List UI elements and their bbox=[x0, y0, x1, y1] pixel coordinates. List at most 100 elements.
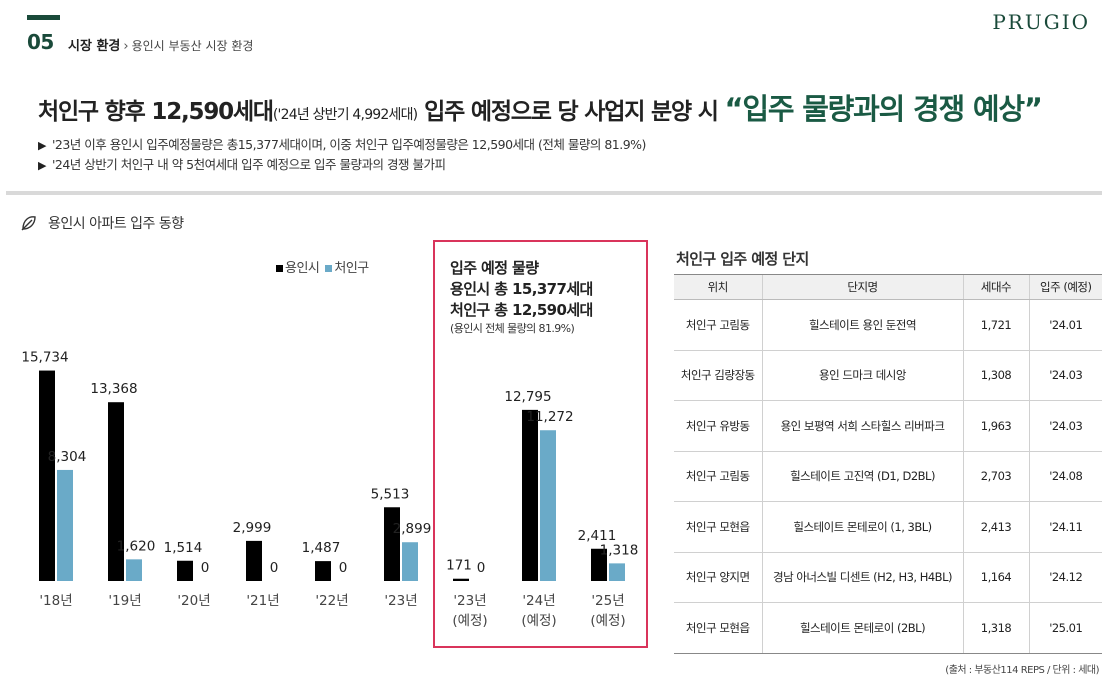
table-row: 처인구 김량장동 용인 드마크 데시앙 1,308'24.03 bbox=[674, 350, 1102, 401]
bullet-item: ▶ '23년 이후 용인시 입주예정물량은 총15,377세대이며, 이중 처인구… bbox=[38, 135, 646, 155]
page-headline: 처인구 향후 12,590세대('24년 상반기 4,992세대) 입주 예정으… bbox=[38, 86, 1043, 128]
table-row: 처인구 유방동 용인 보평역 서희 스타힐스 리버파크 1,963'24.03 bbox=[674, 400, 1102, 452]
table-title: 처인구 입주 예정 단지 bbox=[676, 250, 809, 268]
col-header-units: 세대수 bbox=[962, 274, 1029, 300]
legend-item: 처인구 bbox=[325, 257, 369, 276]
summary-bullets: ▶ '23년 이후 용인시 입주예정물량은 총15,377세대이며, 이중 처인구… bbox=[38, 135, 646, 175]
cell-complex: 용인 보평역 서희 스타힐스 리버파크 bbox=[761, 400, 963, 452]
data-label: 2,899 bbox=[393, 521, 432, 537]
cell-complex: 힐스테이트 고진역 (D1, D2BL) bbox=[761, 451, 963, 502]
headline-paren: ('24년 상반기 4,992세대) bbox=[272, 107, 418, 123]
chart-section-title: 용인시 아파트 입주 동향 bbox=[20, 213, 184, 233]
bar-yongin bbox=[39, 370, 55, 581]
bar-yongin bbox=[246, 540, 262, 581]
table-row: 처인구 고림동 힐스테이트 고진역 (D1, D2BL) 2,703'24.08 bbox=[674, 451, 1102, 502]
cell-complex: 경남 아너스빌 디센트 (H2, H3, H4BL) bbox=[761, 552, 963, 603]
complex-table: 위치 단지명 세대수 입주 (예정) 처인구 고림동 힐스테이트 용인 둔전역 1,… bbox=[674, 274, 1102, 654]
data-label: 13,368 bbox=[90, 381, 137, 397]
breadcrumb-separator: › bbox=[123, 39, 129, 54]
data-label: 12,795 bbox=[504, 389, 551, 405]
bar-cheoin bbox=[402, 542, 418, 581]
breadcrumb-main: 시장 환경 bbox=[68, 39, 121, 54]
cell-move-in: '24.08 bbox=[1028, 451, 1102, 502]
forecast-summary: 입주 예정 물량 용인시 총 15,377세대 처인구 총 12,590세대 (… bbox=[450, 258, 593, 337]
table-row: 처인구 양지면 경남 아너스빌 디센트 (H2, H3, H4BL) 1,164'2… bbox=[674, 552, 1102, 603]
data-label: 8,304 bbox=[48, 449, 87, 465]
data-label: 1,620 bbox=[117, 538, 156, 554]
table-row: 처인구 모현읍 힐스테이트 몬테로이 (1, 3BL) 2,413'24.11 bbox=[674, 501, 1102, 553]
headline-mid: 입주 예정으로 당 사업지 분양 시 bbox=[417, 99, 725, 125]
bar-yongin bbox=[177, 560, 193, 581]
x-tick-label: '25년 bbox=[591, 593, 624, 609]
triangle-right-icon: ▶ bbox=[38, 139, 46, 152]
bar-yongin bbox=[384, 507, 400, 581]
cell-location: 처인구 양지면 bbox=[674, 552, 762, 603]
legend-label: 처인구 bbox=[334, 261, 369, 276]
section-title-text: 용인시 아파트 입주 동향 bbox=[48, 216, 184, 232]
cell-move-in: '24.01 bbox=[1028, 299, 1102, 351]
divider bbox=[6, 191, 1102, 195]
table-header-row: 위치 단지명 세대수 입주 (예정) bbox=[674, 274, 1102, 300]
bar-yongin bbox=[108, 402, 124, 581]
legend-swatch bbox=[325, 265, 333, 272]
bullet-text: '24년 상반기 처인구 내 약 5천여세대 입주 예정으로 입주 물량과의 경… bbox=[51, 157, 446, 172]
cell-move-in: '24.03 bbox=[1028, 400, 1102, 452]
bar-cheoin bbox=[126, 559, 142, 581]
x-tick-label: '24년 bbox=[522, 593, 555, 609]
cell-complex: 힐스테이트 용인 둔전역 bbox=[761, 299, 963, 351]
col-header-complex: 단지명 bbox=[761, 274, 963, 300]
cell-location: 처인구 유방동 bbox=[674, 400, 762, 452]
source-note: (출처 : 부동산114 REPS / 단위 : 세대) bbox=[945, 665, 1099, 676]
data-label: 5,513 bbox=[371, 486, 410, 502]
section-number: 05 bbox=[27, 30, 54, 54]
data-label: 171 bbox=[446, 558, 472, 574]
bar-cheoin bbox=[540, 430, 556, 581]
headline-accent: “입주 물량과의 경쟁 예상” bbox=[724, 92, 1042, 126]
cell-complex: 힐스테이트 몬테로이 (1, 3BL) bbox=[761, 501, 963, 553]
bar-yongin bbox=[453, 578, 469, 581]
cell-units: 1,164 bbox=[962, 552, 1029, 603]
breadcrumb-sub: 용인시 부동산 시장 환경 bbox=[131, 39, 254, 53]
cell-location: 처인구 김량장동 bbox=[674, 350, 762, 401]
cell-move-in: '24.03 bbox=[1028, 350, 1102, 401]
x-tick-label: (예정) bbox=[521, 613, 556, 629]
data-label: 2,411 bbox=[578, 528, 617, 544]
data-label: 11,272 bbox=[526, 409, 573, 425]
data-label: 0 bbox=[270, 560, 279, 576]
x-tick-label: '21년 bbox=[246, 593, 279, 609]
forecast-line1: 입주 예정 물량 bbox=[450, 259, 539, 277]
bar-chart: 15,734 8,304 '18년 13,368 1,620 '19년 1,514 0 '20년… bbox=[21, 350, 639, 629]
table-row: 처인구 모현읍 힐스테이트 몬테로이 (2BL) 1,318'25.01 bbox=[674, 602, 1102, 654]
chart-legend: 용인시 처인구 bbox=[276, 257, 369, 276]
breadcrumb: 시장 환경 › 용인시 부동산 시장 환경 bbox=[68, 35, 253, 54]
bar-yongin bbox=[591, 548, 607, 581]
legend-swatch bbox=[276, 265, 283, 272]
cell-complex: 힐스테이트 몬테로이 (2BL) bbox=[761, 602, 963, 654]
data-label: 1,318 bbox=[600, 542, 639, 558]
brand-logo: PRUGIO bbox=[992, 10, 1090, 34]
cell-units: 1,721 bbox=[962, 299, 1029, 351]
x-tick-label: '23년 bbox=[453, 593, 486, 609]
x-tick-label: '23년 bbox=[384, 593, 417, 609]
x-tick-label: (예정) bbox=[590, 613, 625, 629]
x-tick-label: (예정) bbox=[452, 613, 487, 629]
table-row: 처인구 고림동 힐스테이트 용인 둔전역 1,721'24.01 bbox=[674, 299, 1102, 351]
header-accent-bar bbox=[27, 15, 60, 20]
forecast-highlight-box bbox=[433, 240, 648, 648]
cell-location: 처인구 모현읍 bbox=[674, 602, 762, 654]
cell-location: 처인구 고림동 bbox=[674, 451, 762, 502]
bar-cheoin bbox=[609, 563, 625, 581]
triangle-right-icon: ▶ bbox=[38, 159, 46, 172]
cell-units: 2,413 bbox=[962, 501, 1029, 553]
data-label: 1,487 bbox=[302, 540, 341, 556]
forecast-note: (용인시 전체 물량의 81.9%) bbox=[450, 322, 575, 335]
col-header-move-in: 입주 (예정) bbox=[1028, 274, 1102, 300]
bar-cheoin bbox=[57, 469, 73, 581]
cell-move-in: '25.01 bbox=[1028, 602, 1102, 654]
data-label: 2,999 bbox=[233, 520, 272, 536]
legend-item: 용인시 bbox=[276, 257, 320, 276]
cell-location: 처인구 고림동 bbox=[674, 299, 762, 351]
bullet-item: ▶ '24년 상반기 처인구 내 약 5천여세대 입주 예정으로 입주 물량과의 … bbox=[38, 155, 646, 175]
col-header-location: 위치 bbox=[674, 274, 762, 300]
cell-units: 1,318 bbox=[962, 602, 1029, 654]
